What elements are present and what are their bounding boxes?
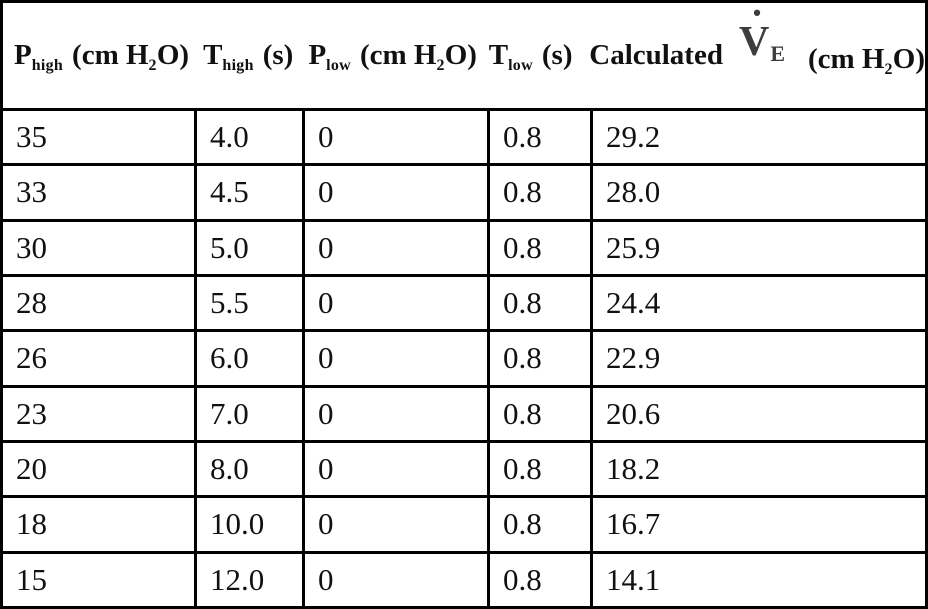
cell-r1-c4: 0.8 bbox=[490, 111, 593, 164]
cell-r2-c5: 28.0 bbox=[606, 174, 661, 210]
cell-r4-c5: 24.4 bbox=[606, 285, 661, 321]
cell-r7-c1: 20 bbox=[3, 442, 197, 496]
cell-r4-c3: 0 bbox=[305, 276, 490, 330]
cell-r3-c4: 0.8 bbox=[490, 221, 593, 274]
h2o-subscript: 2 bbox=[884, 61, 893, 79]
cell-r2-c4: 0.8 bbox=[490, 166, 593, 219]
v-dot-e-symbol: ˙ VE bbox=[738, 2, 785, 66]
cell-r8-c4: 0.8 bbox=[490, 498, 593, 551]
cell-r2-c3: 0 bbox=[305, 166, 490, 219]
table-header-row: Phigh (cm H2O) Thigh (s) Plow (cm H2O) T… bbox=[3, 3, 925, 111]
cell-r6-c4: 0.8 bbox=[490, 387, 593, 440]
header-p-high: Phigh (cm H2O) bbox=[3, 39, 192, 75]
cell-r9-c5: 14.1 bbox=[606, 561, 661, 597]
t-high-unit: (s) bbox=[262, 39, 294, 71]
table-row: 20 8.0 0 0.8 18.2 bbox=[3, 439, 925, 496]
h2o-subscript: 2 bbox=[436, 57, 445, 75]
p-high-subscript: high bbox=[31, 57, 64, 75]
h2o-subscript: 2 bbox=[148, 57, 157, 75]
p-low-symbol: Plow bbox=[308, 39, 351, 75]
cell-r6-c2: 7.0 bbox=[197, 387, 305, 440]
cell-r4-c4: 0.8 bbox=[490, 276, 593, 330]
cell-r1-c3: 0 bbox=[305, 111, 490, 164]
cell-r8-c2: 10.0 bbox=[197, 498, 305, 551]
cell-r1-c2: 4.0 bbox=[197, 111, 305, 164]
cell-r3-c5: 25.9 bbox=[606, 229, 661, 265]
t-low-unit: (s) bbox=[541, 39, 573, 71]
table-row: 15 12.0 0 0.8 14.1 bbox=[3, 550, 925, 606]
p-low-subscript: low bbox=[326, 57, 351, 75]
table-row: 35 4.0 0 0.8 29.2 bbox=[3, 111, 925, 164]
cell-r4-c1: 28 bbox=[3, 276, 197, 330]
header-calculated-ve: Calculated ˙ VE (cm H2O) bbox=[578, 5, 925, 79]
cell-r3-c3: 0 bbox=[305, 221, 490, 274]
cell-r7-c3: 0 bbox=[305, 442, 490, 496]
cell-r9-c4: 0.8 bbox=[490, 553, 593, 606]
derivative-dot: ˙ bbox=[749, 2, 764, 49]
cell-r6-c5: 20.6 bbox=[606, 395, 661, 431]
cell-r1-c5: 29.2 bbox=[606, 119, 661, 155]
cell-r5-c5: 22.9 bbox=[606, 340, 661, 376]
cell-r5-c1: 26 bbox=[3, 332, 197, 385]
header-t-low: Tlow (s) bbox=[478, 39, 579, 75]
t-high-subscript: high bbox=[222, 57, 254, 75]
cell-r9-c3: 0 bbox=[305, 553, 490, 606]
cell-r6-c1: 23 bbox=[3, 387, 197, 440]
cell-r5-c4: 0.8 bbox=[490, 332, 593, 385]
t-low-subscript: low bbox=[508, 57, 533, 75]
cell-r5-c2: 6.0 bbox=[197, 332, 305, 385]
cell-r9-c1: 15 bbox=[3, 553, 197, 606]
cell-r4-c2: 5.5 bbox=[197, 276, 305, 330]
table-row: 28 5.5 0 0.8 24.4 bbox=[3, 273, 925, 330]
cell-r3-c2: 5.0 bbox=[197, 221, 305, 274]
cell-r3-c1: 30 bbox=[3, 221, 197, 274]
t-high-symbol: Thigh bbox=[203, 39, 254, 75]
p-high-symbol: Phigh bbox=[14, 39, 64, 75]
calculated-label: Calculated bbox=[589, 39, 723, 71]
p-low-unit: (cm H2O) bbox=[359, 39, 477, 75]
header-p-low: Plow (cm H2O) bbox=[297, 39, 477, 75]
table-row: 23 7.0 0 0.8 20.6 bbox=[3, 384, 925, 440]
table-row: 26 6.0 0 0.8 22.9 bbox=[3, 329, 925, 385]
cell-r7-c2: 8.0 bbox=[197, 442, 305, 496]
calculated-ve-unit: (cm H2O) bbox=[808, 43, 925, 79]
cell-r1-c1: 35 bbox=[3, 111, 197, 164]
cell-r2-c1: 33 bbox=[3, 166, 197, 219]
cell-r8-c1: 18 bbox=[3, 498, 197, 551]
cell-r2-c2: 4.5 bbox=[197, 166, 305, 219]
cell-r5-c3: 0 bbox=[305, 332, 490, 385]
cell-r7-c4: 0.8 bbox=[490, 442, 593, 496]
table-body: 35 4.0 0 0.8 29.2 33 4.5 0 0.8 28.0 30 5.0 0 0.8 25.9 2… bbox=[3, 111, 925, 606]
p-high-unit: (cm H2O) bbox=[72, 39, 190, 75]
cell-r8-c3: 0 bbox=[305, 498, 490, 551]
header-t-high: Thigh (s) bbox=[192, 39, 297, 75]
table-row: 30 5.0 0 0.8 25.9 bbox=[3, 218, 925, 274]
cell-r9-c2: 12.0 bbox=[197, 553, 305, 606]
cell-r6-c3: 0 bbox=[305, 387, 490, 440]
table-row: 33 4.5 0 0.8 28.0 bbox=[3, 163, 925, 219]
t-low-symbol: Tlow bbox=[488, 39, 533, 75]
ve-subscript: E bbox=[770, 40, 785, 66]
cell-r8-c5: 16.7 bbox=[606, 506, 661, 542]
cell-r7-c5: 18.2 bbox=[606, 451, 661, 487]
table-row: 18 10.0 0 0.8 16.7 bbox=[3, 495, 925, 551]
